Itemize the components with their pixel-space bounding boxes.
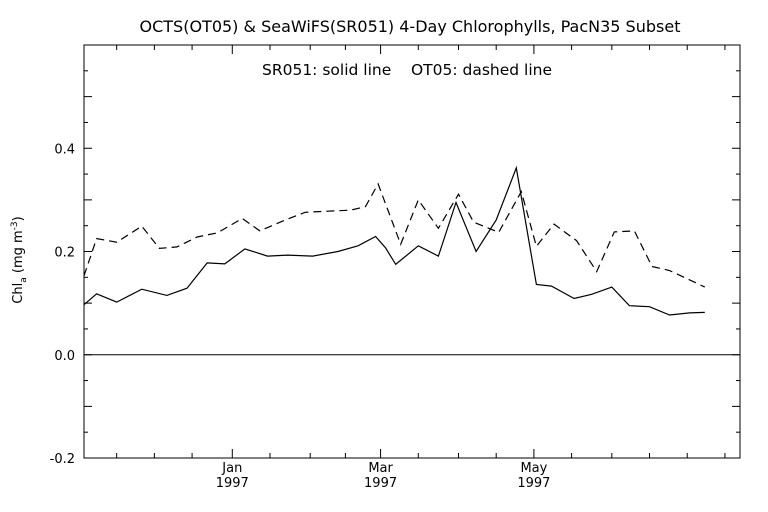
line-style-legend: SR051: solid line OT05: dashed line — [262, 61, 552, 79]
y-tick-label: 0.0 — [54, 349, 75, 364]
series-line-ot05 — [83, 182, 706, 288]
svg-text:Chla (mg m-3): Chla (mg m-3) — [10, 216, 29, 303]
x-tick-label-month: Jan — [221, 461, 242, 476]
x-tick-label-month: Mar — [368, 461, 393, 476]
x-tick-label-month: May — [520, 461, 547, 476]
chart-title: OCTS(OT05) & SeaWiFS(SR051) 4-Day Chloro… — [140, 17, 681, 36]
y-axis-label: Chla (mg m-3) — [10, 216, 29, 303]
y-tick-label: -0.2 — [50, 452, 75, 467]
y-tick-label: 0.2 — [54, 246, 75, 261]
x-tick-label-year: 1997 — [364, 476, 397, 491]
series-line-sr051 — [83, 165, 705, 316]
x-tick-label-year: 1997 — [216, 476, 249, 491]
x-tick-label-year: 1997 — [517, 476, 550, 491]
y-tick-label: 0.4 — [54, 142, 75, 157]
